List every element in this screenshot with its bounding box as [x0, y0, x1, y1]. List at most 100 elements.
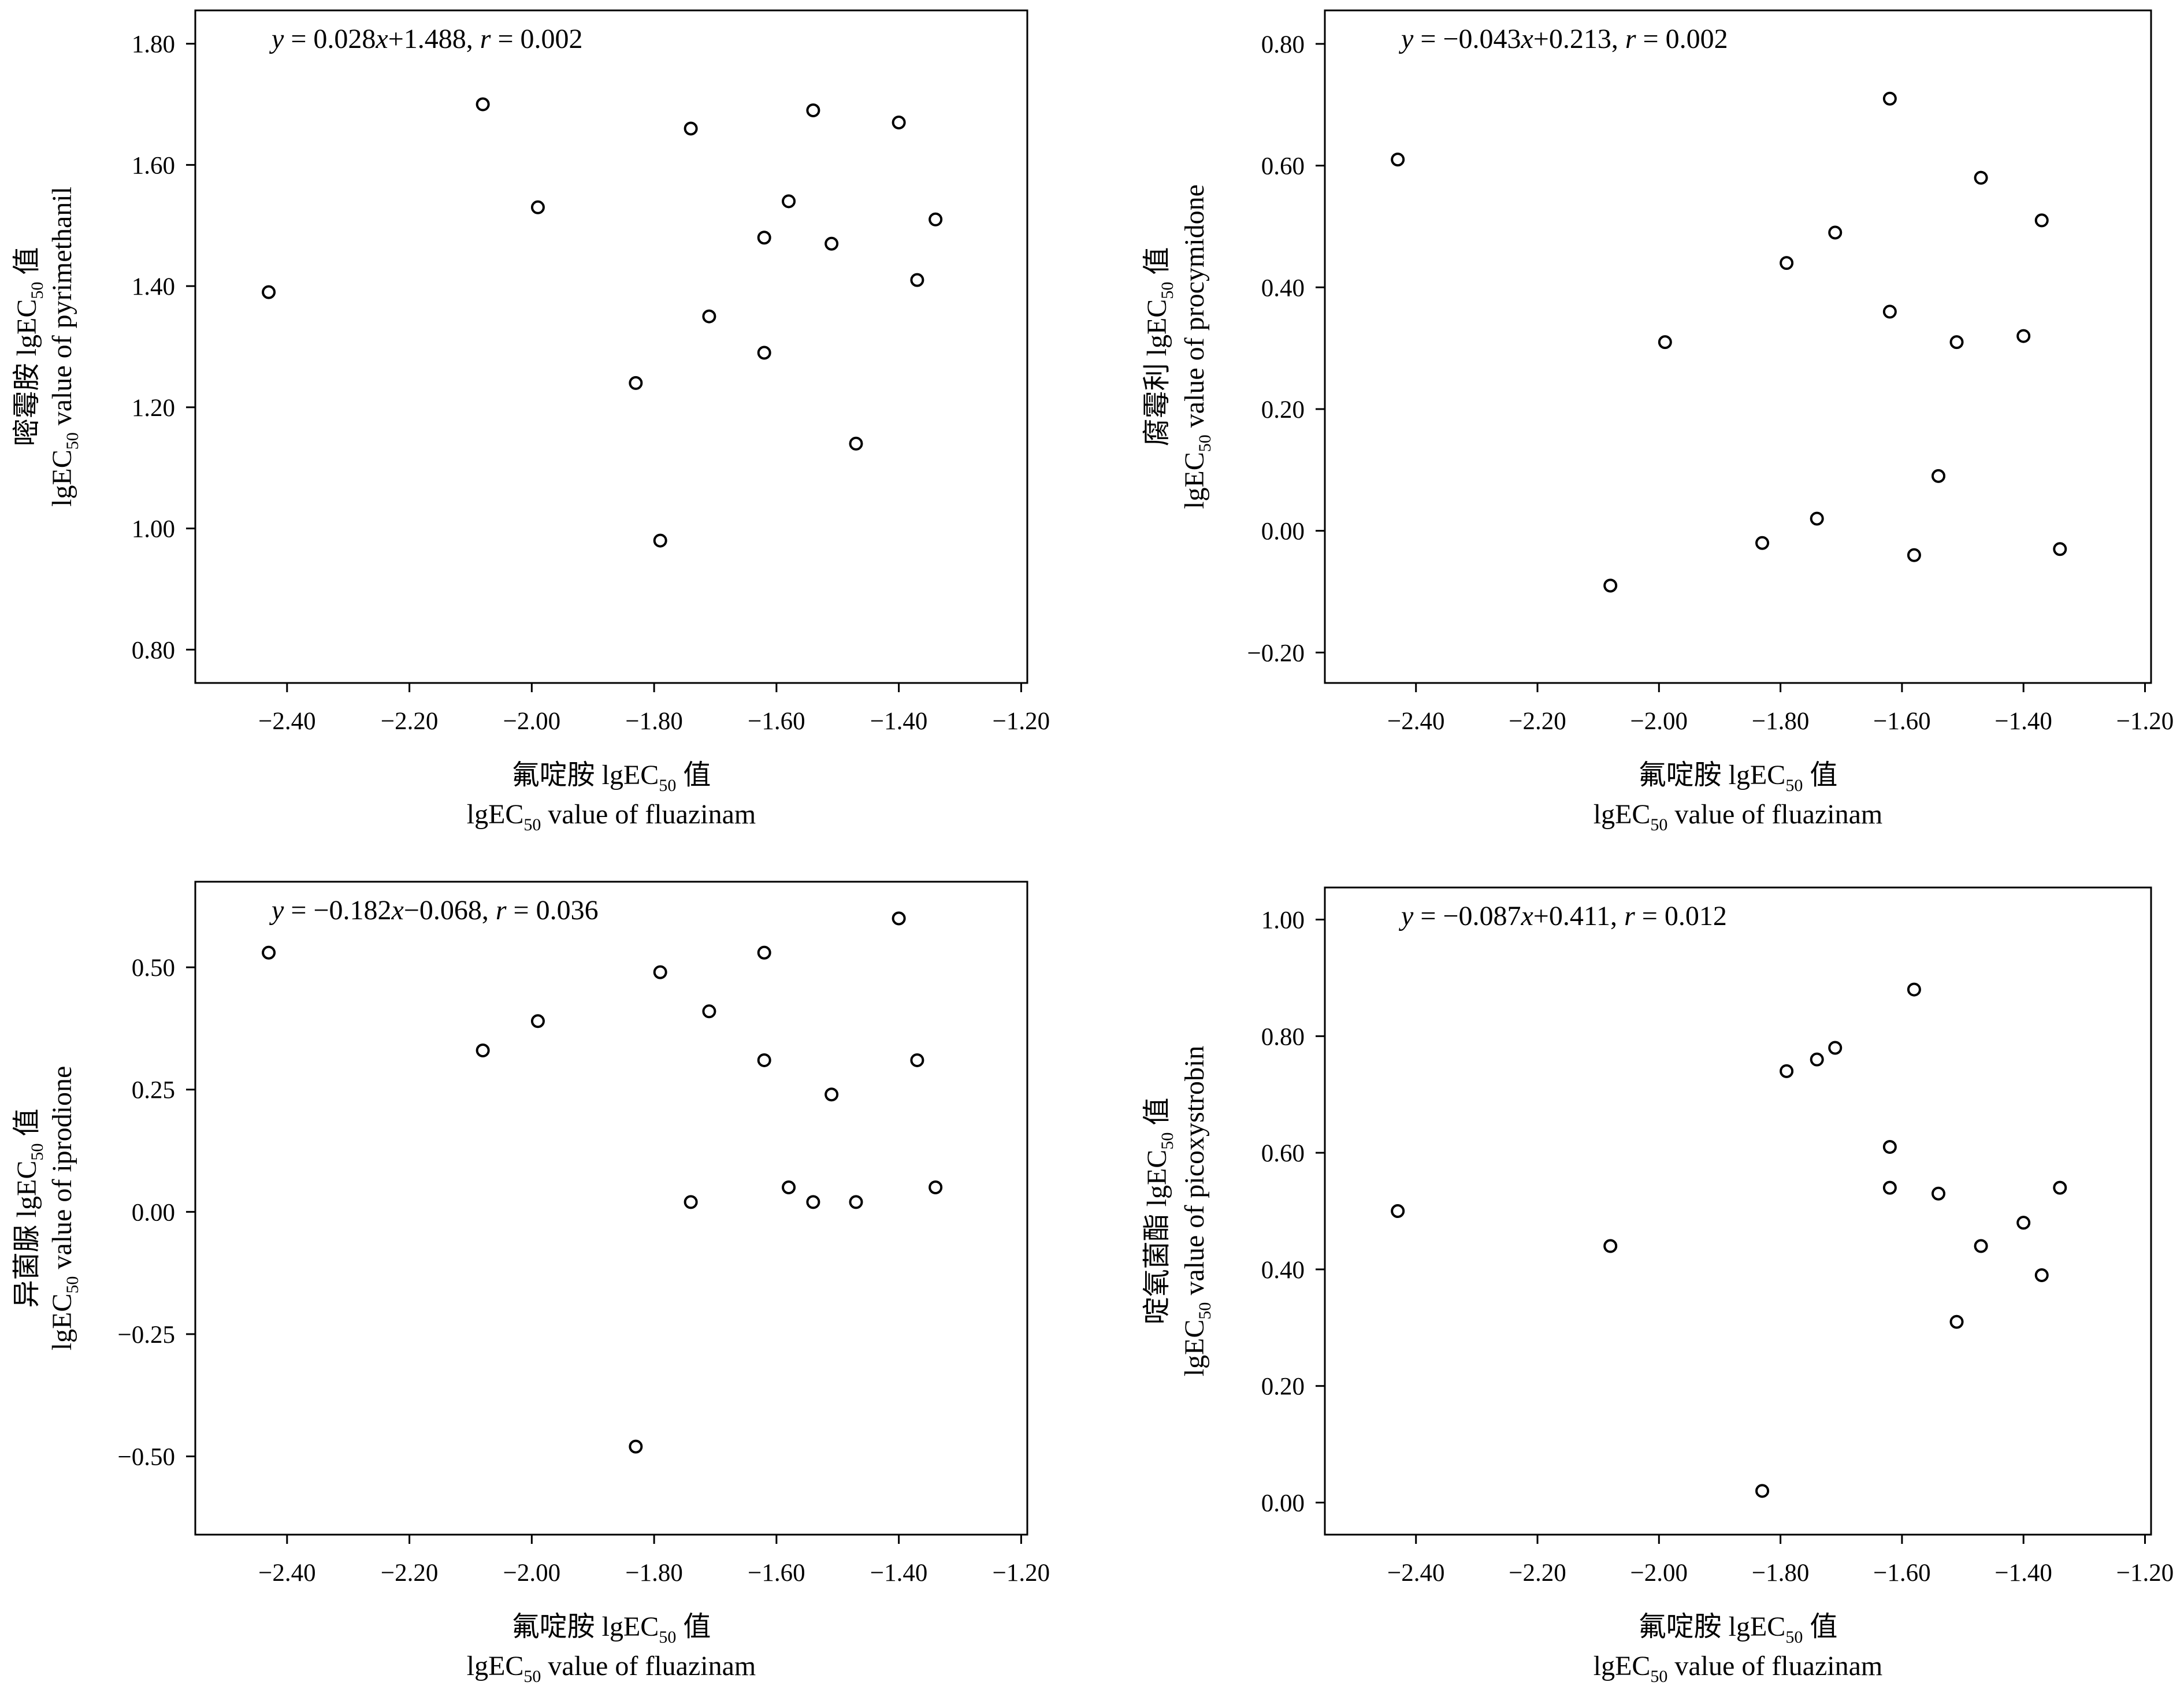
eq-r-value: = 0.002 [1636, 24, 1728, 54]
eq-y-var: y [269, 895, 284, 926]
data-point-5 [653, 965, 667, 979]
eq-x-var: x [1520, 901, 1533, 931]
eq-x-var: x [391, 895, 403, 926]
data-point-1 [1391, 1204, 1405, 1218]
regression-equation: y = −0.043x+0.213, r = 0.002 [1398, 24, 1728, 54]
x-tick-label: −1.60 [1873, 1559, 1931, 1587]
x-axis-title-cn-end: 值 [676, 1611, 711, 1642]
y-axis-title-en: lgEC50 value of pyrimethanil [47, 187, 82, 507]
data-point-8 [1882, 1180, 1897, 1195]
y-tick-label: 0.20 [1261, 396, 1305, 424]
y-axis-title-en-main: lgEC [1179, 1320, 1210, 1377]
data-point-10 [782, 194, 796, 209]
plot-frame [1324, 9, 2152, 684]
y-axis-title-cn: 腐霉利 lgEC50 值 [1142, 247, 1177, 447]
x-axis-title-cn-main: 氟啶胺 lgEC [512, 760, 659, 790]
data-point-2 [1603, 1239, 1618, 1253]
y-axis-title-cn-main: 嘧霉胺 lgEC [12, 299, 42, 447]
x-axis-title-en: lgEC50 value of fluazinam [467, 799, 756, 834]
eq-intercept: −0.068, [404, 895, 496, 926]
data-point-10 [1907, 548, 1921, 562]
y-axis-title-cn-sub: 50 [28, 1143, 47, 1161]
x-axis-title-cn: 氟啶胺 lgEC50 值 [512, 760, 711, 795]
y-tick-label: 0.20 [1261, 1373, 1305, 1401]
data-point-7 [702, 1004, 716, 1019]
scatter-panel-bottom-right: −2.40 −2.20 −2.00 −1.80 −1.60 −1.40 −1.20 0.00 0… [1142, 886, 2174, 1686]
x-tick-label: −1.40 [870, 1559, 928, 1587]
data-point-15 [2053, 1180, 2067, 1195]
y-tick-label: −0.50 [117, 1444, 175, 1471]
y-tick-label: 0.80 [1261, 1023, 1305, 1050]
data-point-8 [757, 231, 771, 245]
x-tick-label: −1.40 [1994, 708, 2052, 735]
data-point-8 [1882, 91, 1897, 106]
y-axis-title-en-sub: 50 [63, 1276, 82, 1294]
x-axis-title-cn-sub: 50 [659, 776, 676, 795]
x-axis-title-en-main: lgEC [467, 1651, 524, 1681]
y-tick-label: 0.50 [132, 955, 175, 982]
data-point-9 [757, 1053, 771, 1067]
data-point-1 [1391, 153, 1405, 167]
x-tick-label: −2.20 [381, 708, 439, 735]
eq-y-var: y [269, 24, 284, 54]
data-point-3 [530, 200, 545, 214]
x-axis-title-en-end: value of fluazinam [1667, 799, 1882, 830]
y-axis-title-cn: 嘧霉胺 lgEC50 值 [12, 247, 47, 447]
x-axis-title-en-sub: 50 [523, 815, 541, 834]
regression-equation: y = 0.028x+1.488, r = 0.002 [269, 24, 583, 54]
eq-slope: = −0.087 [1413, 901, 1521, 931]
eq-slope: = −0.043 [1413, 24, 1521, 54]
x-tick-label: −2.20 [1509, 708, 1566, 735]
y-tick-label: 0.60 [1261, 153, 1305, 180]
data-point-5 [1810, 1052, 1824, 1067]
y-axis-title-en-end: value of iprodione [47, 1066, 77, 1276]
y-tick-label: 1.60 [132, 152, 175, 179]
x-axis-title-cn: 氟啶胺 lgEC50 值 [512, 1611, 711, 1647]
x-tick-label: −2.00 [1630, 1559, 1688, 1587]
x-tick-label: −1.80 [625, 708, 683, 735]
y-axis-title-cn-sub: 50 [28, 282, 47, 299]
y-axis-title-en-end: value of procymidone [1179, 184, 1210, 435]
scatter-panel-top-left: −2.40 −2.20 −2.00 −1.80 −1.60 −1.40 −1.20 0.80 1… [12, 9, 1050, 834]
x-tick-label: −2.00 [503, 1559, 561, 1587]
y-tick-label: 0.80 [1261, 31, 1305, 58]
y-axis-title-en-main: lgEC [1179, 452, 1210, 509]
y-tick-label: 1.00 [132, 516, 175, 543]
x-tick-label: −1.20 [993, 708, 1050, 735]
y-tick-label: 0.60 [1261, 1140, 1305, 1167]
data-point-9 [1882, 305, 1897, 319]
x-tick-label: −2.40 [1387, 1559, 1445, 1587]
data-point-13 [849, 436, 863, 451]
eq-r-value: = 0.036 [507, 895, 599, 926]
data-point-13 [849, 1195, 863, 1209]
x-tick-label: −1.20 [2116, 1559, 2174, 1587]
y-axis-title-cn-sub: 50 [1158, 282, 1177, 299]
y-axis-title-en-main: lgEC [47, 450, 77, 507]
data-point-11 [806, 1195, 820, 1209]
y-tick-label: 0.25 [132, 1077, 175, 1104]
x-axis-title-cn-main: 氟啶胺 lgEC [512, 1611, 659, 1642]
x-tick-label: −2.40 [1387, 708, 1445, 735]
x-axis-title-cn-sub: 50 [659, 1628, 676, 1647]
eq-r-value: = 0.002 [491, 24, 582, 54]
data-point-12 [1974, 1239, 1988, 1253]
data-point-15 [910, 1053, 924, 1067]
data-point-3 [530, 1014, 545, 1028]
data-point-2 [476, 1044, 490, 1058]
x-tick-label: −2.00 [1630, 708, 1688, 735]
data-point-5 [653, 533, 667, 548]
y-tick-label: −0.20 [1247, 640, 1305, 667]
data-point-14 [892, 911, 906, 926]
data-point-10 [1931, 1186, 1945, 1201]
data-point-8 [757, 945, 771, 960]
data-point-6 [1810, 511, 1824, 526]
eq-r-var: r [480, 24, 491, 54]
x-axis-title-cn-main: 氟啶胺 lgEC [1639, 760, 1786, 790]
x-axis-title-en-end: value of fluazinam [541, 799, 756, 830]
y-axis-title-en-main: lgEC [47, 1294, 77, 1351]
data-point-6 [684, 121, 698, 136]
data-point-14 [2034, 1268, 2049, 1282]
x-axis-title-en: lgEC50 value of fluazinam [1594, 799, 1883, 834]
y-tick-label: 0.40 [1261, 1257, 1305, 1284]
x-axis-title-cn-sub: 50 [1785, 1628, 1803, 1647]
